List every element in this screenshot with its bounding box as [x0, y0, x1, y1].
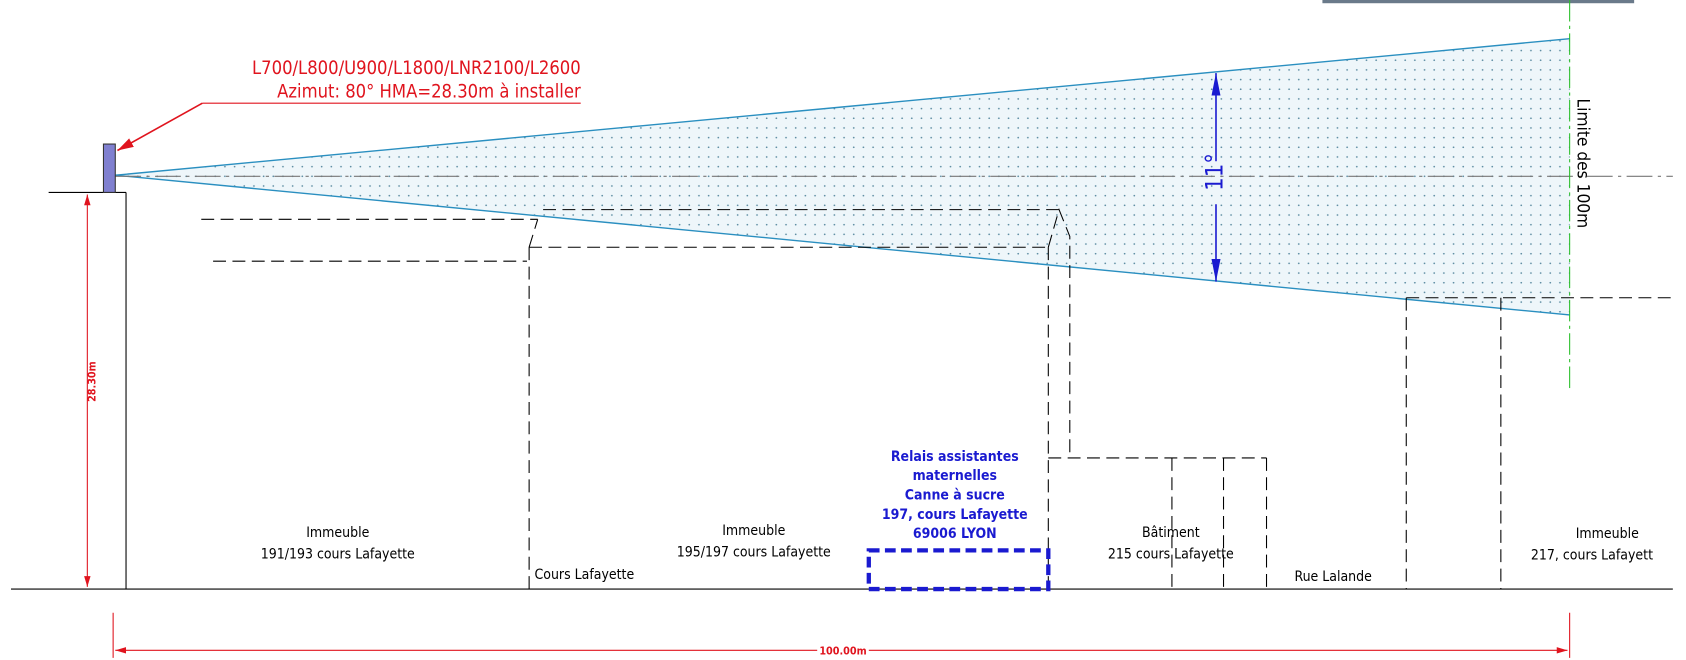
- building-address: 191/193 cours Lafayette: [261, 547, 415, 563]
- street: Rue Lalande: [1294, 569, 1372, 585]
- building-name: Immeuble: [1576, 526, 1639, 542]
- sensitive-site-box: [866, 548, 1051, 592]
- limit-label: Limite des 100m: [1573, 99, 1593, 229]
- antenna-label: L700/L800/U900/L1800/LNR2100/L2600: [252, 58, 581, 79]
- building-name: Immeuble: [306, 525, 369, 541]
- site-label: maternelles: [913, 468, 997, 484]
- buildings: [201, 207, 1673, 590]
- building-address: 217, cours Lafayett: [1531, 548, 1653, 564]
- site-label: Relais assistantes: [891, 449, 1019, 465]
- building-address: 195/197 cours Lafayette: [677, 545, 831, 561]
- angle-label: 11°: [1200, 153, 1228, 191]
- label-bg: [817, 643, 869, 657]
- beam-top: [115, 38, 1570, 176]
- beam-bottom: [115, 174, 1570, 316]
- leader: [117, 102, 203, 152]
- site-label: 197, cours Lafayette: [882, 507, 1028, 523]
- building-name: Bâtiment: [1142, 525, 1200, 541]
- dim-ext: [112, 612, 1571, 658]
- antenna-label: Azimut: 80° HMA=28.30m à installer: [277, 81, 581, 102]
- building-name: Immeuble: [722, 523, 785, 539]
- building-address: 215 cours Lafayette: [1108, 547, 1234, 563]
- height-label: 28.30m: [86, 361, 99, 402]
- distance-label: 100.00m: [819, 644, 866, 657]
- photo-strip: [1322, 0, 1635, 4]
- street: Cours Lafayette: [534, 567, 634, 583]
- site-label: Canne à sucre: [905, 488, 1005, 504]
- site-label: 69006 LYON: [913, 526, 997, 542]
- antenna: [102, 143, 116, 193]
